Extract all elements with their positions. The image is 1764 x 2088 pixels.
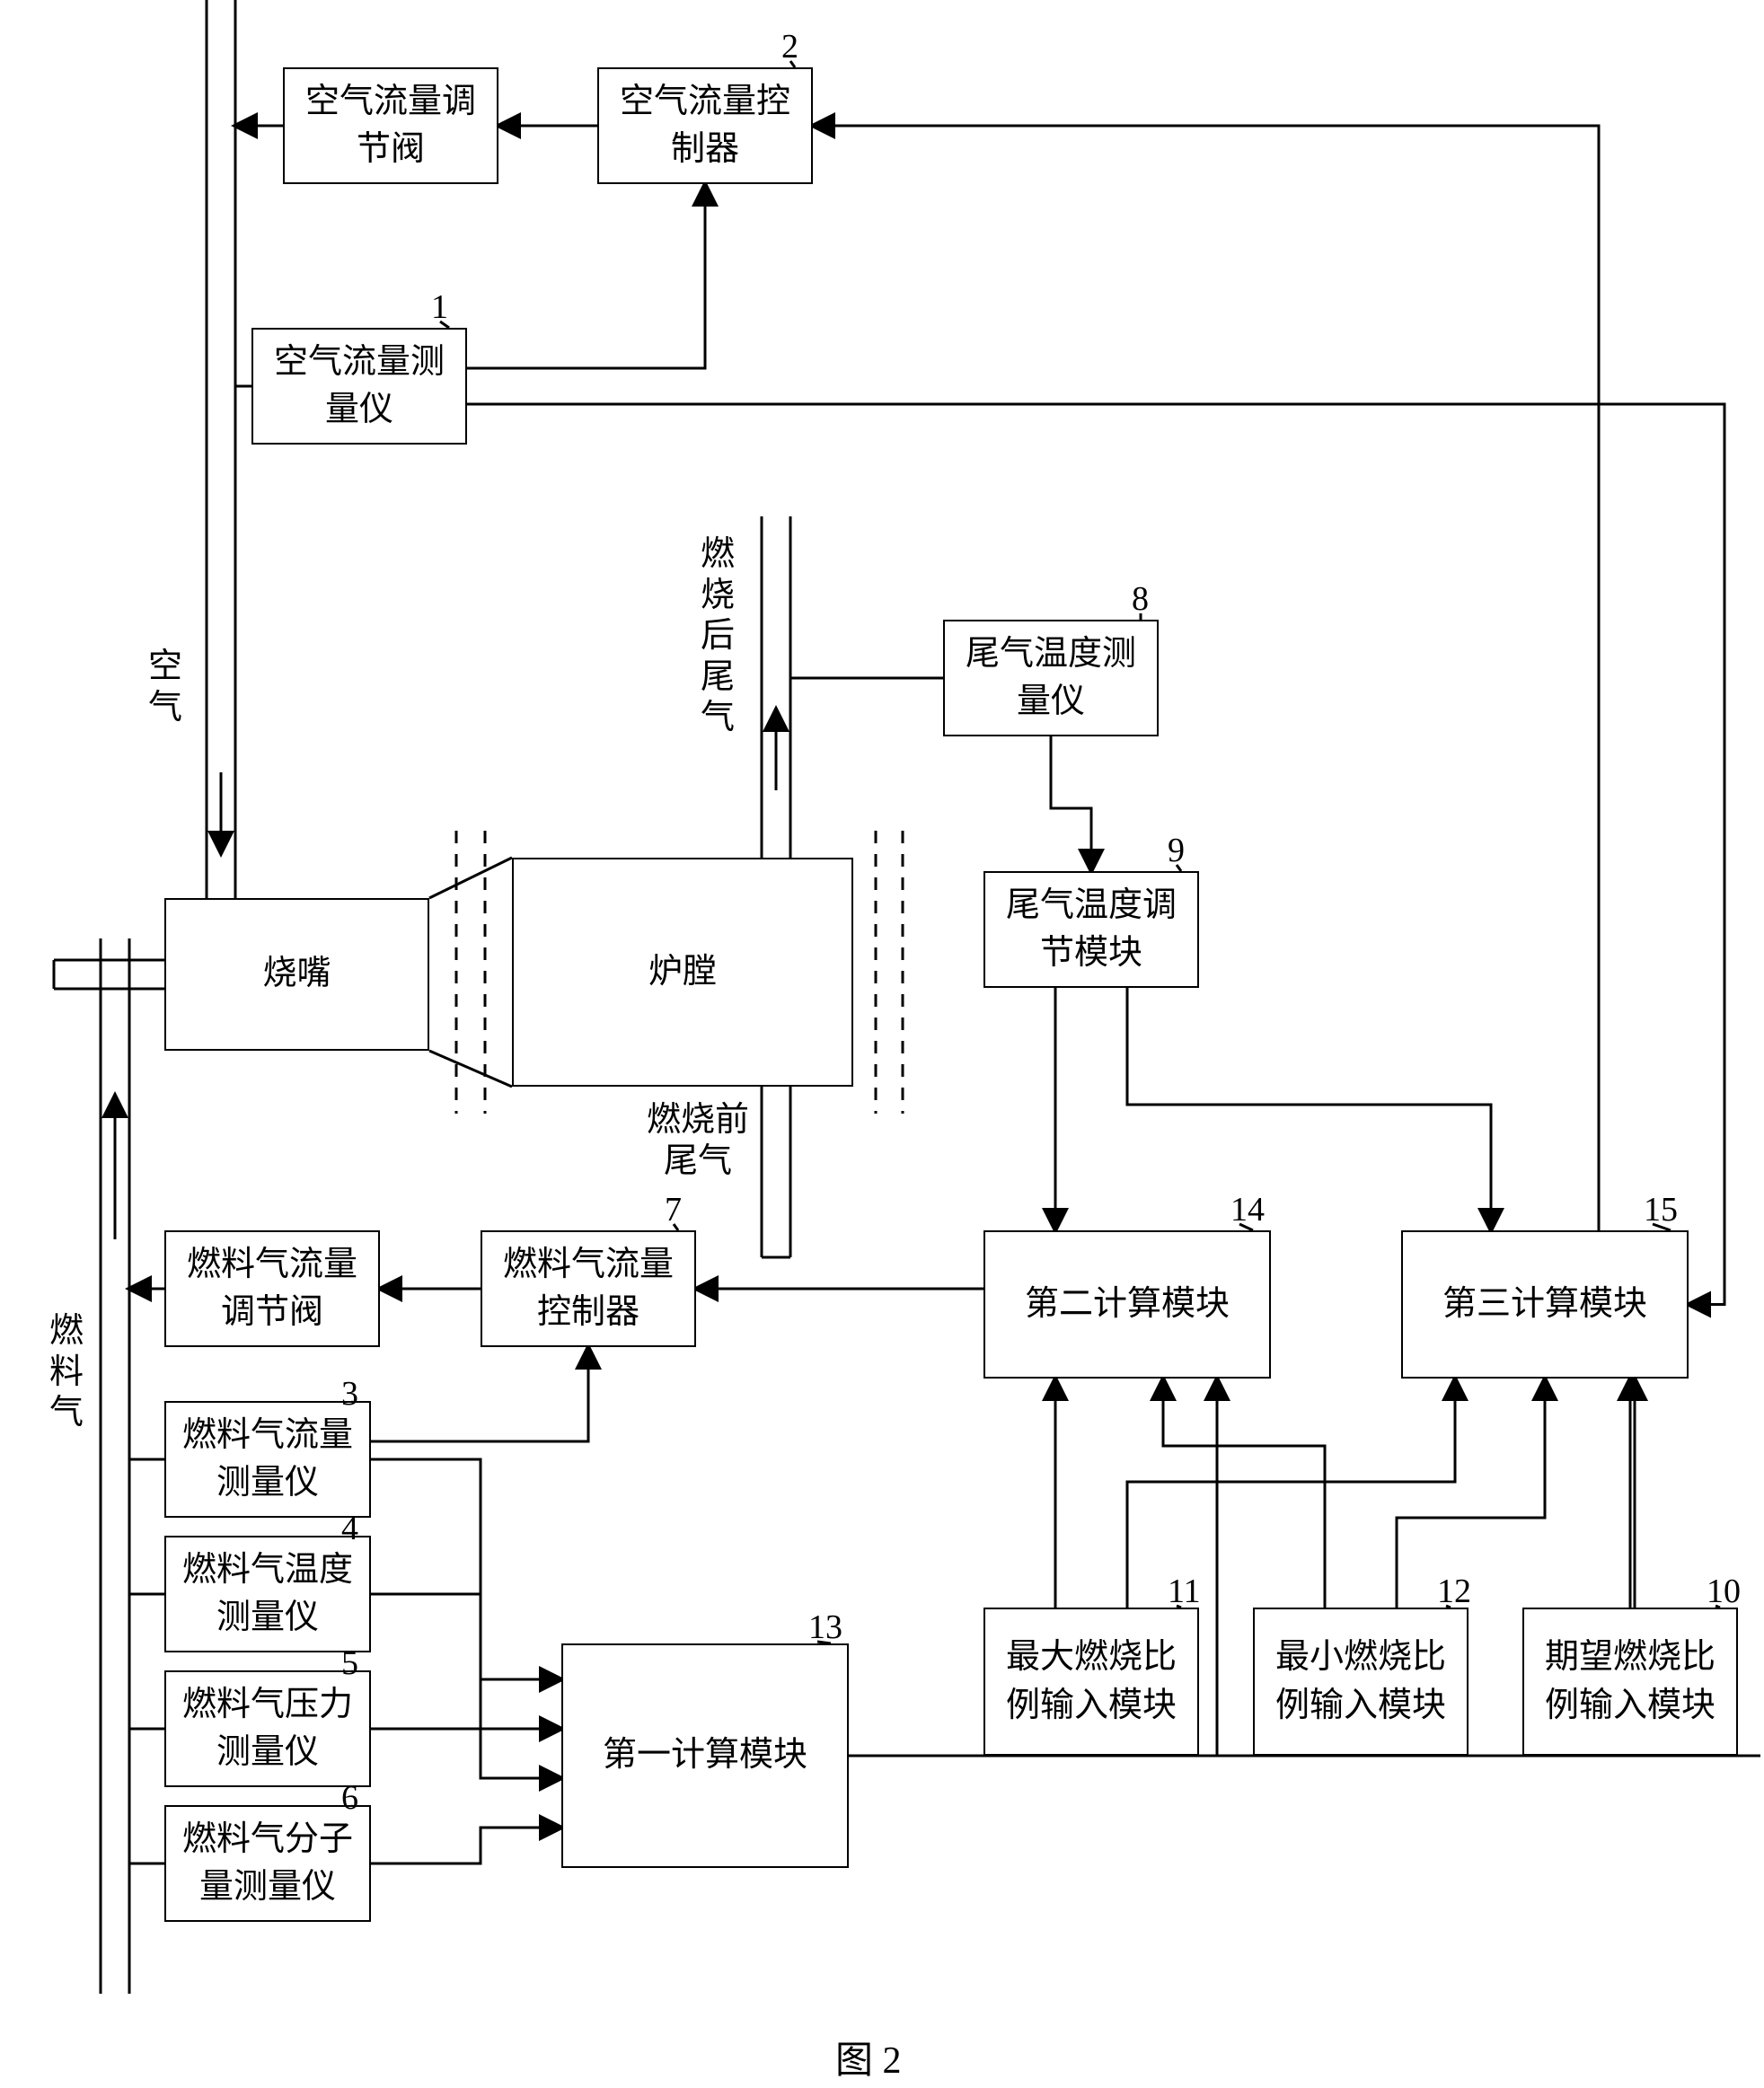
lead-number-calc1: 13	[808, 1608, 842, 1647]
box-fuel_flow_meter: 燃料气流量测量仪	[164, 1401, 371, 1518]
label-air: 空气	[148, 647, 182, 728]
figure-caption: 图 2	[835, 2030, 902, 2084]
box-exhaust_mod: 尾气温度调节模块	[983, 871, 1199, 988]
box-calc3: 第三计算模块	[1401, 1230, 1689, 1379]
lead-number-fuel_press_meter: 5	[341, 1643, 358, 1683]
lead-number-calc2: 14	[1230, 1190, 1265, 1229]
box-calc2: 第二计算模块	[983, 1230, 1271, 1379]
box-burner: 烧嘴	[164, 898, 429, 1051]
lead-number-fuel_ctrl: 7	[665, 1190, 682, 1229]
box-fuel_ctrl: 燃料气流量控制器	[481, 1230, 696, 1347]
lead-number-air_ctrl: 2	[781, 27, 798, 66]
box-air_meter: 空气流量测量仪	[251, 328, 467, 445]
lead-number-air_meter: 1	[431, 287, 448, 327]
lead-number-fuel_temp_meter: 4	[341, 1509, 358, 1548]
lead-number-exp_ratio: 10	[1707, 1572, 1741, 1611]
label-exhaust_pre: 燃烧前尾气	[647, 1100, 749, 1182]
lead-number-exhaust_temp: 8	[1132, 579, 1149, 619]
lead-number-fuel_flow_meter: 3	[341, 1374, 358, 1414]
diagram-canvas: 空气流量调节阀空气流量控制器2 空气流量测量仪1 尾气温度测量仪8 尾气温度调节模块9…	[0, 0, 1764, 2088]
box-max_ratio: 最大燃烧比例输入模块	[983, 1608, 1199, 1756]
label-fuel: 燃料气	[49, 1311, 84, 1434]
lead-number-calc3: 15	[1644, 1190, 1678, 1229]
box-air_ctrl: 空气流量控制器	[597, 67, 813, 184]
box-exp_ratio: 期望燃烧比例输入模块	[1522, 1608, 1738, 1756]
lead-number-fuel_mol_meter: 6	[341, 1778, 358, 1818]
box-calc1: 第一计算模块	[561, 1643, 849, 1868]
box-exhaust_temp: 尾气温度测量仪	[943, 620, 1159, 736]
lead-number-min_ratio: 12	[1437, 1572, 1471, 1611]
lead-number-exhaust_mod: 9	[1168, 831, 1185, 870]
label-exhaust_post: 燃烧后尾气	[701, 534, 735, 739]
lead-number-max_ratio: 11	[1168, 1572, 1201, 1611]
box-furnace: 炉膛	[512, 858, 853, 1087]
box-fuel_temp_meter: 燃料气温度测量仪	[164, 1536, 371, 1652]
box-fuel_mol_meter: 燃料气分子量测量仪	[164, 1805, 371, 1922]
box-fuel_press_meter: 燃料气压力测量仪	[164, 1670, 371, 1787]
box-fuel_valve: 燃料气流量调节阀	[164, 1230, 380, 1347]
box-air_valve: 空气流量调节阀	[283, 67, 498, 184]
box-min_ratio: 最小燃烧比例输入模块	[1253, 1608, 1469, 1756]
